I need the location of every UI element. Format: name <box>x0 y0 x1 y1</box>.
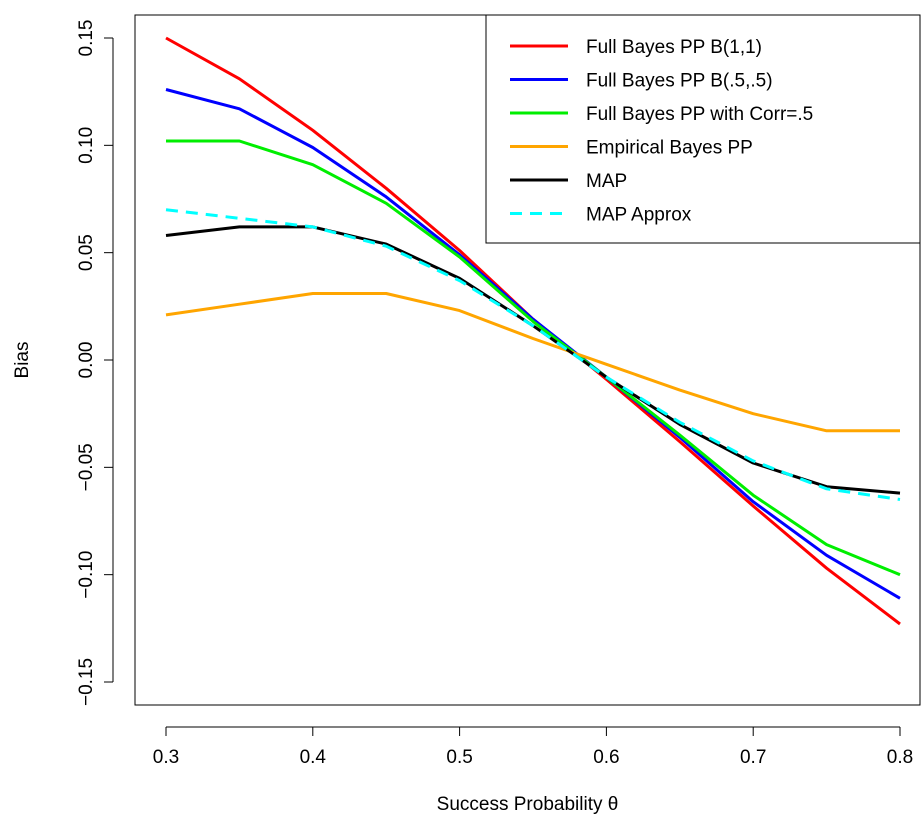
series-line-3 <box>166 139 901 577</box>
y-tick-label: 0.15 <box>76 20 97 57</box>
y-tick-label: −0.10 <box>76 551 97 599</box>
legend-label: Full Bayes PP B(.5,.5) <box>586 71 773 92</box>
legend-label: MAP Approx <box>586 205 692 226</box>
legend-label: Full Bayes PP with Corr=.5 <box>586 104 813 125</box>
x-tick-label: 0.7 <box>740 747 766 768</box>
plot-lines <box>165 36 901 626</box>
x-tick-label: 0.5 <box>446 747 472 768</box>
legend-label: MAP <box>586 171 627 192</box>
series-line-5 <box>165 225 901 495</box>
y-tick-label: 0.10 <box>76 127 97 164</box>
y-tick-label: 0.00 <box>76 342 97 379</box>
series-line-6 <box>165 208 901 501</box>
x-tick-label: 0.4 <box>300 747 327 768</box>
y-tick-label: 0.05 <box>76 234 97 271</box>
y-axis: −0.15 −0.10 −0.05 0.00 0.05 0.10 0.15 <box>76 20 114 706</box>
x-axis-title: Success Probability θ <box>437 794 619 815</box>
series-line-4 <box>165 292 900 433</box>
y-axis-title: Bias <box>12 342 33 379</box>
x-tick-label: 0.3 <box>153 747 179 768</box>
legend-box <box>485 14 921 244</box>
x-axis: 0.3 0.4 0.5 0.6 0.7 0.8 <box>153 726 913 768</box>
legend-label: Full Bayes PP B(1,1) <box>586 37 762 58</box>
series-line-2 <box>165 88 901 600</box>
legend-label: Empirical Bayes PP <box>586 138 753 159</box>
y-tick-label: −0.15 <box>76 658 97 706</box>
legend: Full Bayes PP B(1,1) Full Bayes PP B(.5,.… <box>485 14 921 244</box>
y-tick-label: −0.05 <box>76 443 97 491</box>
x-tick-label: 0.8 <box>887 747 913 768</box>
x-tick-label: 0.6 <box>593 747 619 768</box>
